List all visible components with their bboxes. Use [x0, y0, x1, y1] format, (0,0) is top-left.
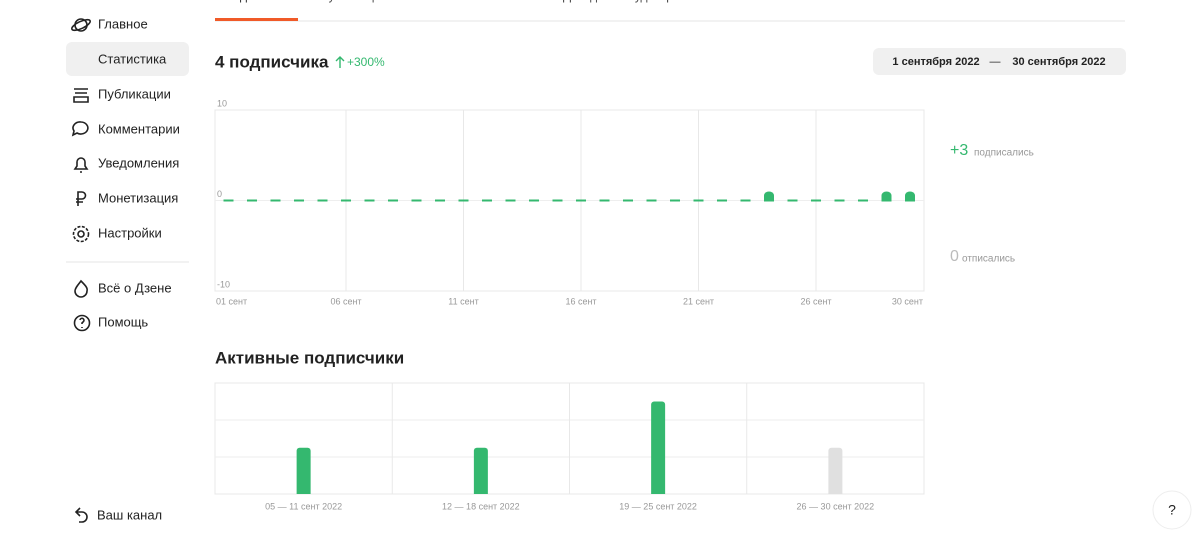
tab[interactable]: Подписчики: [225, 0, 291, 3]
sidebar-item[interactable]: Комментарии: [98, 121, 180, 136]
bar: [473, 447, 488, 494]
x-tick-label: 16 сент: [565, 296, 596, 306]
x-tick-label: 21 сент: [683, 296, 714, 306]
sidebar-item[interactable]: Главное: [98, 16, 148, 31]
subscribed-value: +3: [950, 142, 968, 159]
bar: [834, 199, 845, 202]
bar: [482, 199, 492, 202]
bar: [858, 199, 868, 202]
bar: [740, 199, 751, 202]
tab[interactable]: Публикации: [320, 0, 387, 3]
help-label: ?: [1168, 502, 1176, 518]
bar: [670, 199, 680, 202]
bar: [270, 199, 281, 202]
tab[interactable]: Доход: [563, 0, 597, 3]
bar: [317, 199, 328, 202]
date-end: 30 сентября 2022: [1012, 56, 1105, 68]
bar: [294, 199, 304, 202]
unsubscribed-label: отписались: [962, 254, 1015, 265]
bar: [764, 191, 774, 202]
bar: [881, 191, 892, 202]
bar: [529, 199, 539, 202]
active-chart-title: Активные подписчики: [215, 348, 404, 367]
bar: [787, 199, 798, 202]
date-start: 1 сентября 2022: [892, 56, 979, 68]
bar: [646, 199, 657, 202]
x-tick-label: 06 сент: [330, 296, 361, 306]
bar: [552, 199, 563, 202]
x-tick-label: 26 сент: [800, 296, 831, 306]
y-tick-label: -10: [217, 279, 230, 289]
unsubscribed-value: 0: [950, 248, 959, 265]
x-tick-label: 01 сент: [216, 296, 247, 306]
bar: [435, 199, 445, 202]
x-tick-label: 12 — 18 сент 2022: [442, 501, 520, 511]
tab[interactable]: Почасовая статистика: [417, 0, 541, 3]
up-arrow: [335, 56, 345, 68]
bar: [505, 199, 516, 202]
sidebar-extra[interactable]: Помощь: [98, 314, 148, 329]
active-item-bg: [66, 42, 189, 76]
summary-title: 4 подписчика: [215, 52, 329, 71]
bar: [341, 199, 351, 202]
tab[interactable]: Аудитория: [627, 0, 686, 3]
subscribed-label: подписались: [974, 148, 1034, 159]
y-tick-label: 0: [217, 189, 222, 199]
bar: [623, 199, 633, 202]
bar: [651, 401, 666, 494]
x-tick-label: 11 сент: [448, 296, 478, 306]
bar: [223, 199, 234, 202]
sidebar-item[interactable]: Настройки: [98, 225, 162, 240]
bar: [905, 191, 915, 202]
bar: [599, 199, 610, 202]
bar: [693, 199, 704, 202]
bar: [296, 447, 311, 494]
bar: [458, 199, 469, 202]
x-tick-label: 26 — 30 сент 2022: [797, 501, 875, 511]
x-tick-label: 19 — 25 сент 2022: [619, 501, 697, 511]
bar: [576, 199, 586, 202]
sidebar-item[interactable]: Уведомления: [98, 155, 179, 170]
help-button[interactable]: [1152, 490, 1192, 530]
x-tick-label: 30 сент: [892, 296, 923, 306]
bar: [388, 199, 398, 202]
x-tick-label: 05 — 11 сент 2022: [265, 501, 342, 511]
bar: [247, 199, 257, 202]
sidebar-item[interactable]: Монетизация: [98, 190, 178, 205]
sidebar-icons: [71, 18, 91, 523]
date-separator: —: [990, 56, 1001, 68]
sidebar-footer[interactable]: Ваш канал: [97, 507, 162, 522]
y-tick-label: 10: [217, 98, 227, 108]
bar: [811, 199, 821, 202]
sidebar-extra[interactable]: Всё о Дзене: [98, 280, 172, 295]
sidebar-item[interactable]: Статистика: [98, 51, 167, 66]
sidebar-item[interactable]: Публикации: [98, 86, 171, 101]
bar: [828, 447, 843, 494]
bar: [411, 199, 422, 202]
bar: [364, 199, 375, 202]
active-tab-underline: [215, 18, 298, 21]
summary-change: +300%: [347, 55, 385, 69]
bar: [717, 199, 727, 202]
date-range[interactable]: [873, 48, 1126, 75]
